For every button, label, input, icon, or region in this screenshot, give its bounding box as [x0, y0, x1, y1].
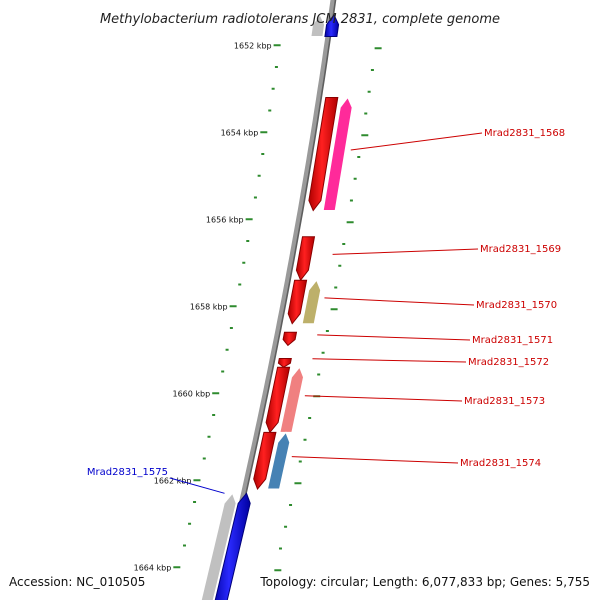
leader-line-mrad2831-1575	[169, 477, 225, 494]
kbp-tick-label: 1652 kbp	[234, 41, 272, 50]
gene-arrow-mrad2831-1570	[287, 279, 308, 325]
gene-label-mrad2831-1573: Mrad2831_1573	[464, 396, 545, 407]
cog-box-top-reverse-gene	[310, 13, 326, 37]
leader-line-mrad2831-1570	[324, 297, 475, 306]
kbp-tick-label: 1664 kbp	[134, 563, 172, 572]
gene-label-mrad2831-1569: Mrad2831_1569	[480, 244, 561, 255]
gene-label-mrad2831-1570: Mrad2831_1570	[476, 300, 557, 311]
gene-arrow-mrad2831-1574	[253, 431, 277, 490]
gene-arrow-mrad2831-1572	[277, 358, 292, 368]
cog-box-mrad2831-1568	[322, 96, 353, 211]
cog-box-mrad2831-1574	[266, 431, 291, 490]
leader-line-mrad2831-1568	[350, 132, 483, 151]
genome-summary: Topology: circular; Length: 6,077,833 bp…	[259, 575, 590, 589]
kbp-tick-label: 1654 kbp	[221, 128, 259, 137]
gene-label-mrad2831-1575: Mrad2831_1575	[87, 467, 168, 478]
gene-arrow-mrad2831-1573	[265, 366, 291, 434]
gene-arrow-mrad2831-1575	[214, 492, 251, 600]
gene-arrow-mrad2831-1569	[295, 236, 316, 282]
cog-box-mrad2831-1575	[200, 492, 237, 600]
gene-arrow-mrad2831-1571	[282, 331, 298, 347]
gene-layer	[200, 13, 353, 600]
gene-label-mrad2831-1571: Mrad2831_1571	[472, 335, 553, 346]
cog-box-mrad2831-1570	[301, 279, 322, 325]
genome-title: Methylobacterium radiotolerans JCM 2831,…	[100, 12, 500, 27]
kbp-tick-label: 1658 kbp	[190, 302, 228, 311]
gene-label-mrad2831-1568: Mrad2831_1568	[484, 128, 565, 139]
kbp-tick-label: 1656 kbp	[206, 215, 244, 224]
gene-arrow-mrad2831-1568	[308, 97, 339, 212]
kbp-tick-label: 1660 kbp	[173, 389, 211, 398]
leader-line-mrad2831-1569	[332, 248, 479, 255]
leader-line-mrad2831-1571	[317, 334, 471, 341]
gene-label-mrad2831-1574: Mrad2831_1574	[460, 458, 541, 469]
leader-line-mrad2831-1573	[304, 395, 463, 402]
label-layer: Mrad2831_1568 Mrad2831_1569 Mrad2831_1570 M…	[87, 128, 565, 494]
leader-line-mrad2831-1574	[291, 456, 459, 464]
tick-layer: 1652 kbp 1654 kbp 1656 kbp 1658 kbp 1660 kbp…	[134, 41, 382, 572]
kbp-tick-label: 1662 kbp	[154, 476, 192, 485]
leader-line-mrad2831-1572	[312, 358, 467, 363]
gene-arrow-top-reverse-gene	[324, 13, 340, 37]
gene-label-mrad2831-1572: Mrad2831_1572	[468, 357, 549, 368]
accession-label: Accession: NC_010505	[9, 575, 145, 589]
